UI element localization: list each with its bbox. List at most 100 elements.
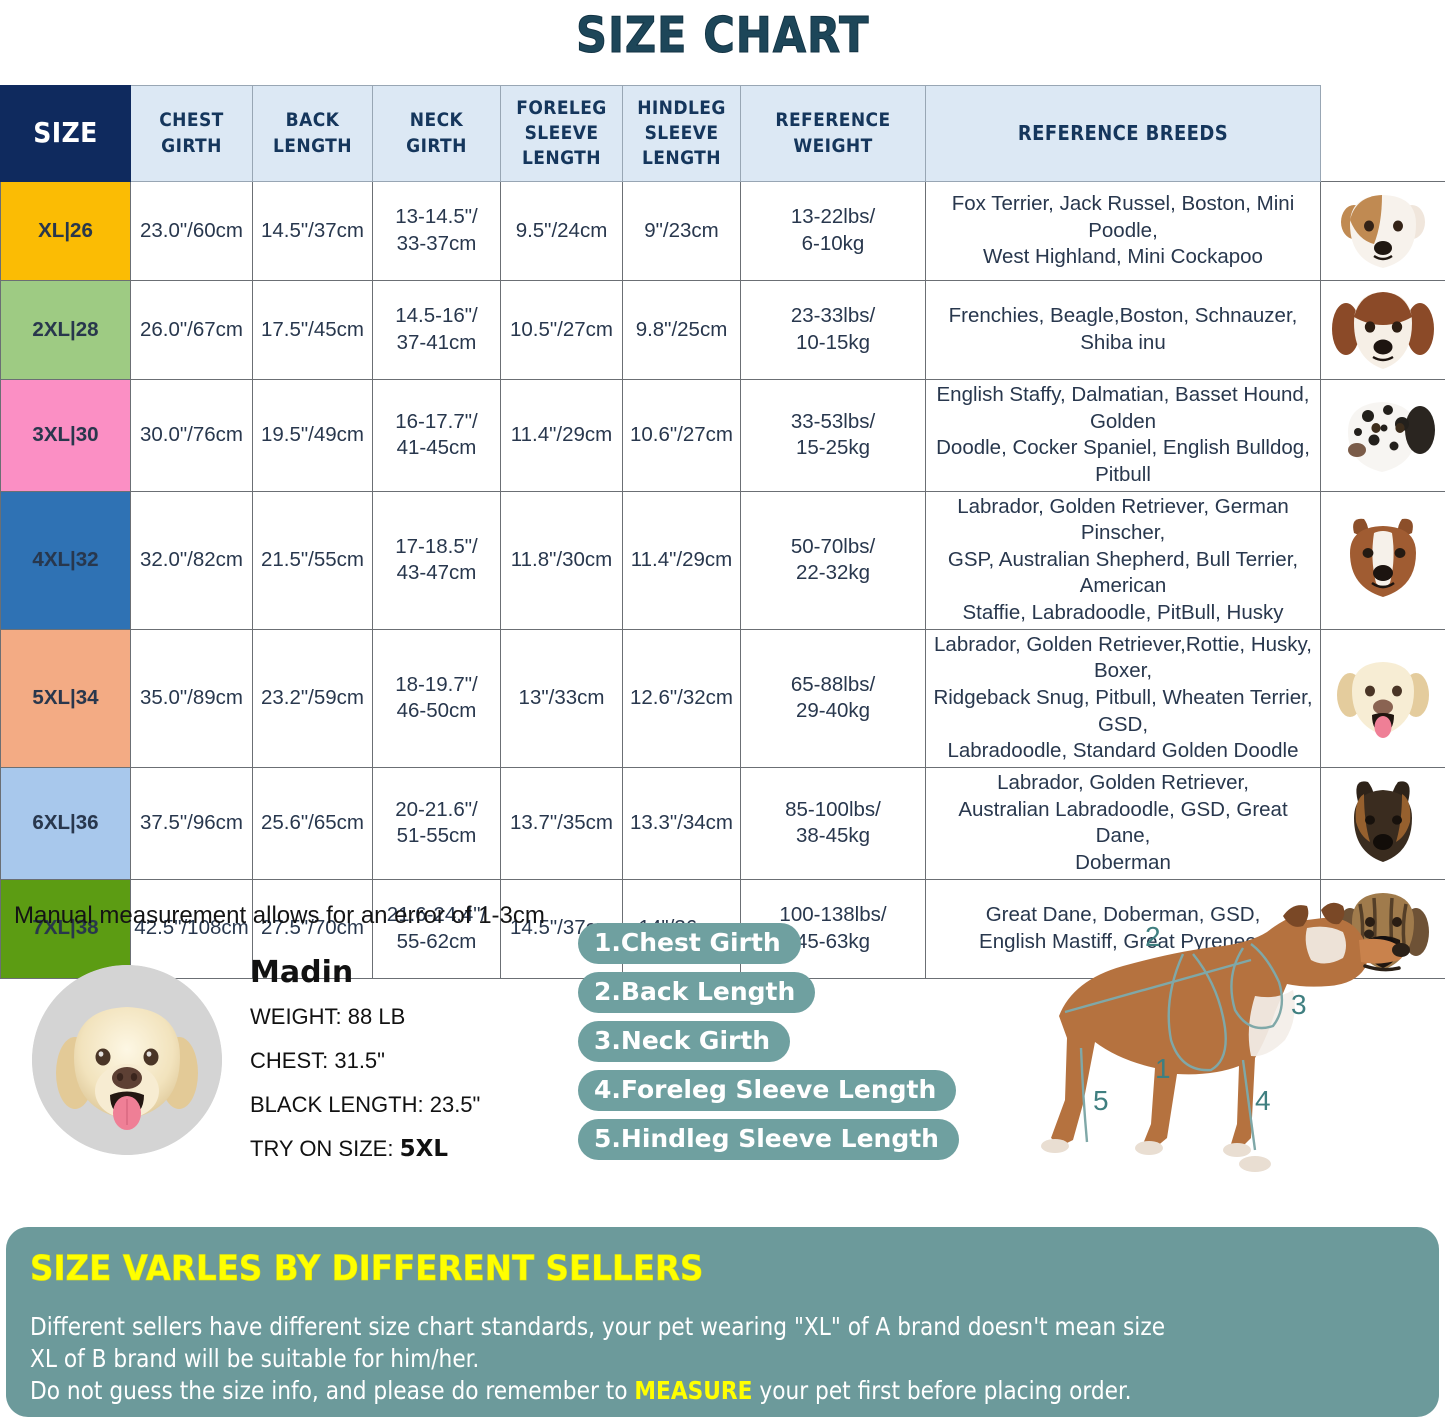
row-hindleg-sleeve-length: 9"/23cm [622, 181, 741, 281]
row-back-length: 21.5"/55cm [252, 490, 373, 630]
row-reference-breeds: Labrador, Golden Retriever,Rottie, Husky… [925, 628, 1321, 768]
row-foreleg-sleeve-length: 9.5"/24cm [500, 181, 623, 281]
row-hindleg-sleeve-length: 13.3"/34cm [622, 766, 741, 880]
row-reference-weight: 33-53lbs/ 15-25kg [740, 379, 926, 492]
row-breed-photo [1320, 181, 1445, 281]
row-reference-weight: 50-70lbs/ 22-32kg [740, 490, 926, 630]
yellow-labrador-headshot-icon [32, 965, 222, 1155]
row-chest-girth: 42.5"/108cm [130, 878, 253, 979]
size-chart-table: SIZE CHEST GIRTH BACK LENGTH NECK GIRTH … [0, 85, 1445, 979]
row-back-length: 23.2"/59cm [252, 628, 373, 768]
row-chest-girth: 30.0"/76cm [130, 379, 253, 492]
manual-measurement-note: Manual measurement allows for an error o… [14, 902, 545, 929]
row-reference-weight: 13-22lbs/ 6-10kg [740, 181, 926, 281]
profile-details: Madin WEIGHT: 88 LB CHEST: 31.5" BLACK L… [250, 955, 550, 1180]
dog-measurement-diagram: 2 1 3 4 5 [955, 888, 1445, 1200]
row-reference-breeds: Great Dane, Doberman, GSD, English Masti… [925, 878, 1321, 979]
row-chest-girth: 35.0"/89cm [130, 628, 253, 768]
row-neck-girth: 16-17.7"/ 41-45cm [372, 379, 501, 492]
row-neck-girth: 21.6-24.4"/ 55-62cm [372, 878, 501, 979]
banner-measure-emphasis: MEASURE [634, 1376, 753, 1405]
row-reference-weight: 85-100lbs/ 38-45kg [740, 766, 926, 880]
banner-line-2: XL of B brand will be suitable for him/h… [30, 1344, 480, 1373]
row-chest-girth: 32.0"/82cm [130, 490, 253, 630]
row-size-badge: 2XL|28 [0, 280, 131, 380]
diagram-marker-4: 4 [1255, 1085, 1271, 1116]
american-staffordshire-terrier-icon [1324, 513, 1442, 607]
profile-back-length: BLACK LENGTH: 23.5" [250, 1092, 481, 1117]
row-reference-breeds: Fox Terrier, Jack Russel, Boston, Mini P… [925, 181, 1321, 281]
row-hindleg-sleeve-length: 9.8"/25cm [622, 280, 741, 380]
banner-line-3-before: Do not guess the size info, and please d… [30, 1376, 635, 1405]
beagle-icon [1324, 283, 1442, 377]
profile-try-on: TRY ON SIZE: 5XL [250, 1136, 550, 1162]
row-foreleg-sleeve-length: 13"/33cm [500, 628, 623, 768]
german-shepherd-icon [1324, 776, 1442, 870]
row-size-badge: 6XL|36 [0, 766, 131, 880]
size-chart-table-container: SIZE CHEST GIRTH BACK LENGTH NECK GIRTH … [0, 85, 1445, 979]
row-reference-weight: 65-88lbs/ 29-40kg [740, 628, 926, 768]
column-header-reference-breeds: REFERENCE BREEDS [925, 85, 1321, 182]
column-header-hindleg-sleeve-length: HINDLEG SLEEVE LENGTH [622, 85, 741, 182]
column-header-neck-girth: NECK GIRTH [372, 85, 501, 182]
row-reference-breeds: Labrador, Golden Retriever, Australian L… [925, 766, 1321, 880]
column-header-size: SIZE [0, 85, 131, 182]
profile-name: Madin [250, 955, 354, 990]
row-foreleg-sleeve-length: 10.5"/27cm [500, 280, 623, 380]
legend-item-foreleg-sleeve-length[interactable]: 4.Foreleg Sleeve Length [578, 1070, 957, 1111]
table-row: 6XL|36 37.5"/96cm 25.6"/65cm 20-21.6"/ 51-5… [0, 766, 1445, 880]
row-reference-weight: 23-33lbs/ 10-15kg [740, 280, 926, 380]
jack-russell-terrier-icon [1324, 184, 1442, 278]
banner-line-1: Different sellers have different size ch… [30, 1312, 1166, 1341]
row-size-badge: XL|26 [0, 181, 131, 281]
seller-size-warning-banner: SIZE VARLES BY DIFFERENT SELLERS Differe… [6, 1227, 1439, 1417]
column-header-breed-photo [1320, 85, 1445, 182]
row-chest-girth: 26.0"/67cm [130, 280, 253, 380]
row-hindleg-sleeve-length: 12.6"/32cm [622, 628, 741, 768]
diagram-marker-3: 3 [1291, 989, 1307, 1020]
column-header-back-length: BACK LENGTH [252, 85, 373, 182]
row-reference-breeds: Frenchies, Beagle,Boston, Schnauzer, Shi… [925, 280, 1321, 380]
row-back-length: 27.5"/70cm [252, 878, 373, 979]
row-breed-photo [1320, 490, 1445, 630]
legend-item-chest-girth[interactable]: 1.Chest Girth [578, 923, 801, 964]
row-neck-girth: 13-14.5"/ 33-37cm [372, 181, 501, 281]
page-title: SIZE CHART [575, 6, 870, 64]
row-reference-breeds: Labrador, Golden Retriever, German Pinsc… [925, 490, 1321, 630]
banner-heading: SIZE VARLES BY DIFFERENT SELLERS [30, 1249, 704, 1290]
column-header-foreleg-sleeve-length: FORELEG SLEEVE LENGTH [500, 85, 623, 182]
dalmatian-icon [1324, 388, 1442, 482]
row-breed-photo [1320, 379, 1445, 492]
legend-item-hindleg-sleeve-length[interactable]: 5.Hindleg Sleeve Length [578, 1119, 959, 1160]
profile-try-on-size: 5XL [399, 1136, 448, 1162]
row-foreleg-sleeve-length: 13.7"/35cm [500, 766, 623, 880]
row-foreleg-sleeve-length: 11.4"/29cm [500, 379, 623, 492]
row-neck-girth: 20-21.6"/ 51-55cm [372, 766, 501, 880]
row-neck-girth: 17-18.5"/ 43-47cm [372, 490, 501, 630]
profile-weight: WEIGHT: 88 LB [250, 1004, 406, 1029]
row-size-badge: 3XL|30 [0, 379, 131, 492]
row-hindleg-sleeve-length: 10.6"/27cm [622, 379, 741, 492]
table-header-row: SIZE CHEST GIRTH BACK LENGTH NECK GIRTH … [0, 85, 1445, 182]
table-row: 2XL|28 26.0"/67cm 17.5"/45cm 14.5-16"/ 37-4… [0, 280, 1445, 380]
table-row: 5XL|34 35.0"/89cm 23.2"/59cm 18-19.7"/ 46-5… [0, 628, 1445, 768]
legend-item-back-length[interactable]: 2.Back Length [578, 972, 816, 1013]
banner-line-3: Do not guess the size info, and please d… [30, 1375, 1368, 1407]
row-size-badge: 7XL|38 [0, 878, 131, 979]
diagram-marker-5: 5 [1093, 1085, 1109, 1116]
row-chest-girth: 37.5"/96cm [130, 766, 253, 880]
row-neck-girth: 14.5-16"/ 37-41cm [372, 280, 501, 380]
title-bar: SIZE CHART [0, 0, 1445, 70]
row-neck-girth: 18-19.7"/ 46-50cm [372, 628, 501, 768]
legend-item-neck-girth[interactable]: 3.Neck Girth [578, 1021, 791, 1062]
diagram-marker-1: 1 [1155, 1053, 1171, 1084]
row-chest-girth: 23.0"/60cm [130, 181, 253, 281]
profile-chest: CHEST: 31.5" [250, 1048, 385, 1073]
table-row: 3XL|30 30.0"/76cm 19.5"/49cm 16-17.7"/ 41-4… [0, 379, 1445, 492]
banner-line-3-after: your pet first before placing order. [752, 1376, 1132, 1405]
row-size-badge: 5XL|34 [0, 628, 131, 768]
standing-dog-measurement-diagram-icon: 2 1 3 4 5 [1041, 902, 1410, 1172]
yellow-labrador-icon [1324, 651, 1442, 745]
row-back-length: 19.5"/49cm [252, 379, 373, 492]
row-back-length: 14.5"/37cm [252, 181, 373, 281]
